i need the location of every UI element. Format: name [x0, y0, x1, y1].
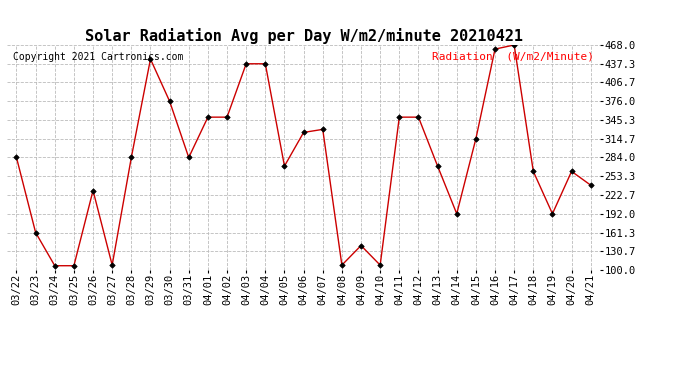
- Title: Solar Radiation Avg per Day W/m2/minute 20210421: Solar Radiation Avg per Day W/m2/minute …: [85, 28, 522, 44]
- Text: Copyright 2021 Cartronics.com: Copyright 2021 Cartronics.com: [13, 52, 184, 62]
- Text: Radiation  (W/m2/Minute): Radiation (W/m2/Minute): [433, 52, 594, 62]
